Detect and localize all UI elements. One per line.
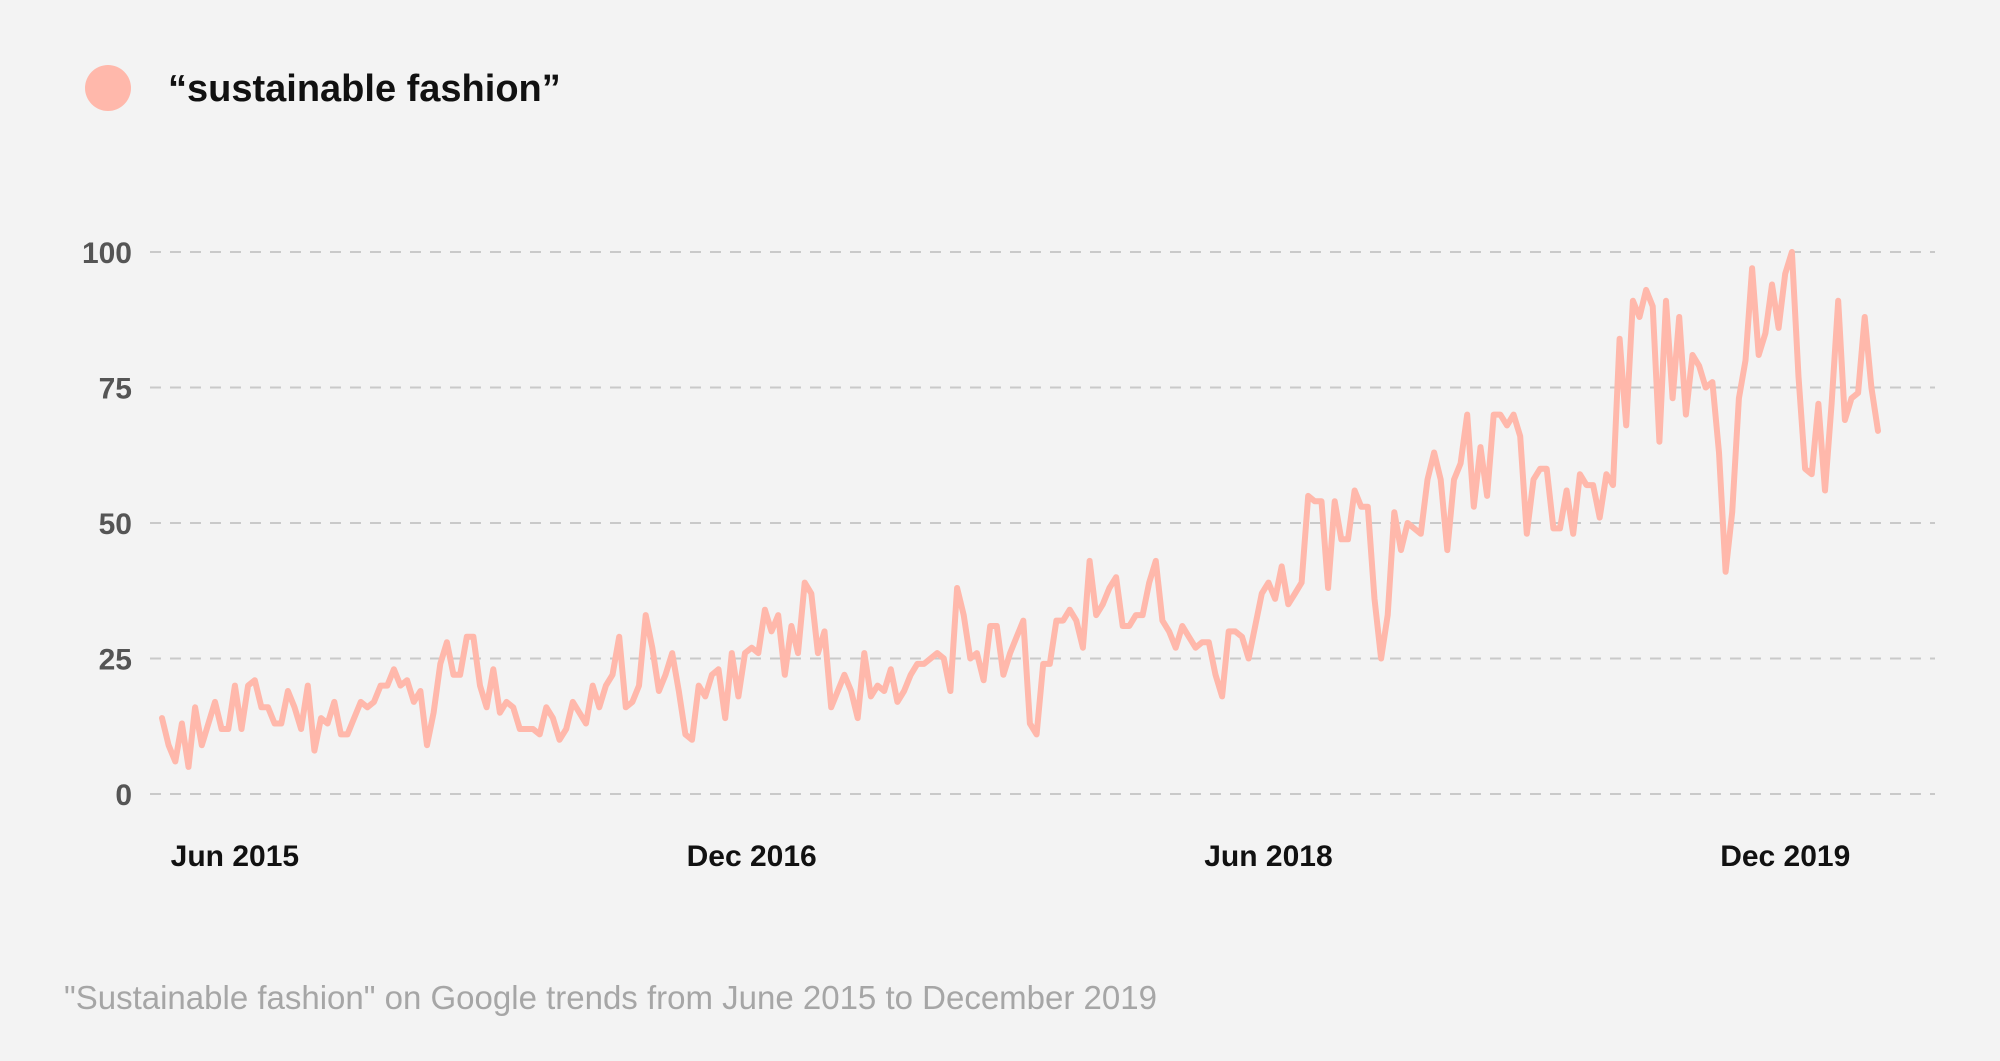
y-tick-label: 25 — [99, 644, 132, 677]
y-tick-label: 50 — [99, 508, 132, 541]
x-axis: Jun 2015 Dec 2016 Jun 2018 Dec 2019 — [171, 840, 1851, 873]
y-tick-label: 100 — [82, 237, 132, 270]
y-axis: 0 25 50 75 100 — [82, 237, 132, 812]
legend: “sustainable fashion” — [85, 65, 561, 111]
x-tick-label: Jun 2018 — [1204, 840, 1332, 873]
x-tick-label: Jun 2015 — [171, 840, 299, 873]
legend-swatch — [85, 65, 131, 111]
y-tick-label: 75 — [99, 373, 132, 406]
x-tick-label: Dec 2016 — [687, 840, 817, 873]
chart-caption: "Sustainable fashion" on Google trends f… — [64, 979, 1157, 1016]
x-tick-label: Dec 2019 — [1720, 840, 1850, 873]
series-group — [159, 249, 1881, 770]
gridlines — [150, 251, 1935, 795]
series-line — [159, 249, 1881, 770]
legend-label: “sustainable fashion” — [168, 68, 561, 110]
y-tick-label: 0 — [115, 779, 132, 812]
